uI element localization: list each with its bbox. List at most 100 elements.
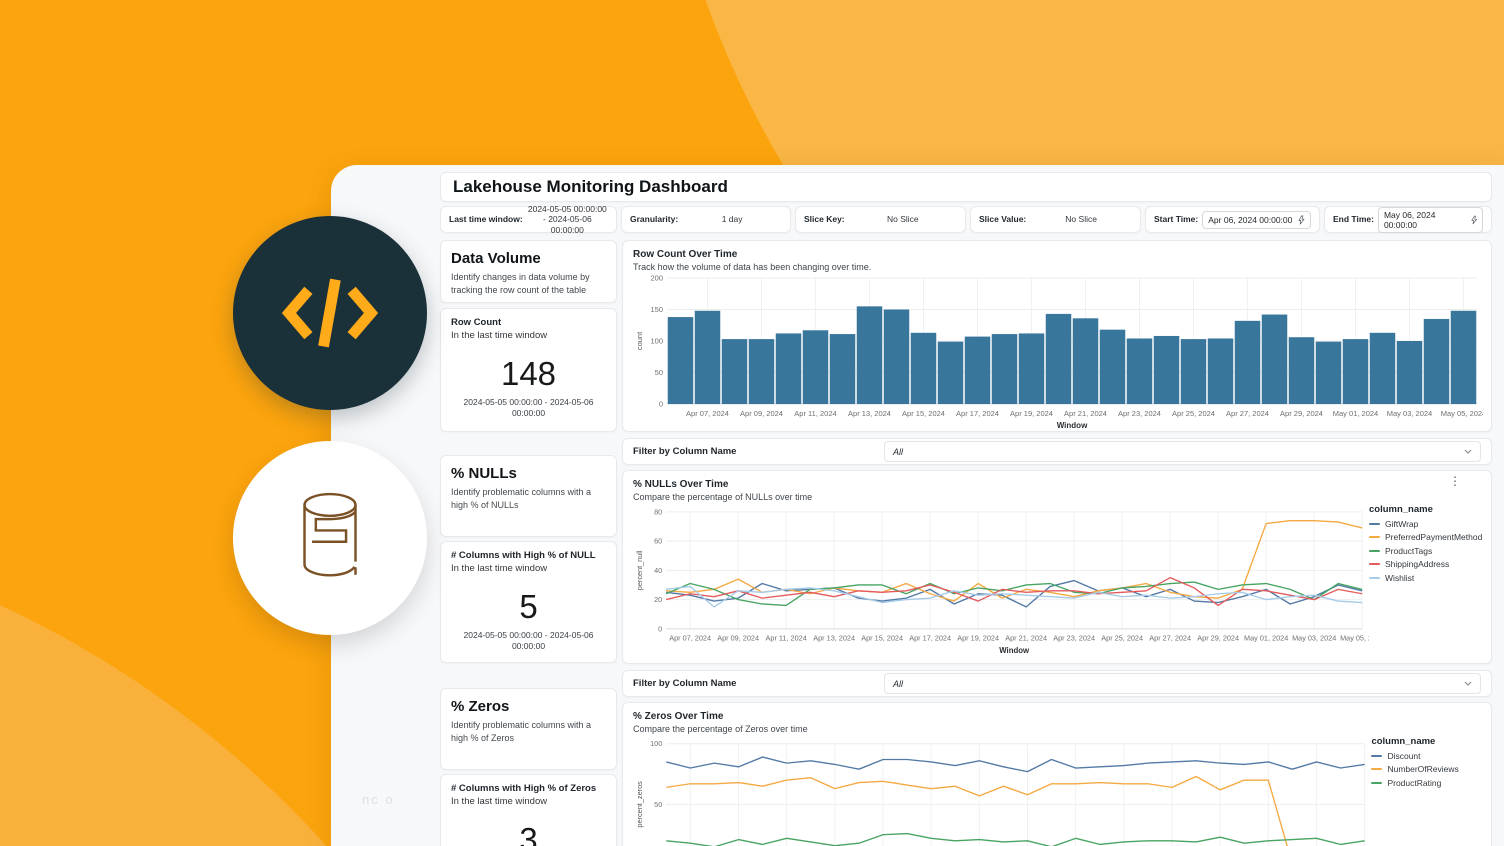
svg-text:50: 50 xyxy=(655,368,663,377)
stat-title: Row Count xyxy=(451,317,502,328)
filter-card-lasttimewindow: Last time window: 2024-05-05 00:00:00 - 2… xyxy=(440,203,617,235)
kebab-menu-icon[interactable]: ⋮ xyxy=(1449,474,1461,488)
svg-text:200: 200 xyxy=(650,274,663,283)
database-icon xyxy=(303,492,357,577)
column-filter-value: All xyxy=(893,678,904,689)
svg-text:May 01, 2024: May 01, 2024 xyxy=(1244,634,1288,643)
database-badge-circle xyxy=(233,441,427,635)
column-filter-row-nulls: Filter by Column Name All xyxy=(622,438,1492,465)
legend-title: column_name xyxy=(1369,504,1433,515)
stat-caption: 2024-05-05 00:00:00 - 2024-05-06 00:00:0… xyxy=(463,630,594,652)
legend-label: NumberOfReviews xyxy=(1387,764,1459,774)
filter-label: Last time window: xyxy=(449,214,523,225)
svg-text:20: 20 xyxy=(654,595,662,604)
svg-text:May 05, 2024: May 05, 2024 xyxy=(1340,634,1369,643)
stat-title: # Columns with High % of Zeros xyxy=(451,783,597,794)
filter-card-starttime: Start Time: Apr 06, 2024 00:00:00 xyxy=(1145,206,1320,233)
lightning-bolt-icon xyxy=(1298,215,1305,224)
sidebar-stat-card-3: # Columns with High % of Zeros In the las… xyxy=(440,774,617,846)
svg-text:Apr 11, 2024: Apr 11, 2024 xyxy=(794,409,836,418)
legend-swatch xyxy=(1371,754,1383,757)
chart-legend: column_name GiftWrap PreferredPaymentMetho… xyxy=(1369,502,1482,666)
svg-text:percent_zeros: percent_zeros xyxy=(635,781,644,828)
percent-zeros-chart-card: % Zeros Over Time Compare the percentage… xyxy=(622,702,1492,846)
filter-label: End Time: xyxy=(1333,214,1374,225)
svg-text:0: 0 xyxy=(658,624,662,633)
stat-subtitle: In the last time window xyxy=(451,796,548,807)
legend-item-giftwrap[interactable]: GiftWrap xyxy=(1369,519,1481,529)
page-title: Lakehouse Monitoring Dashboard xyxy=(453,177,728,196)
main-column: Row Count Over Time Track how the volume… xyxy=(622,240,1492,846)
legend-swatch xyxy=(1371,768,1383,770)
section-title: % Zeros xyxy=(451,698,510,715)
legend-title: column_name xyxy=(1371,736,1436,747)
filter-label: Slice Value: xyxy=(979,214,1027,225)
percent-nulls-line-chart: 0 20 40 60 80 Apr 07, 2024 Apr 09, 2024 Apr 11,… xyxy=(635,507,1369,655)
svg-text:Apr 17, 2024: Apr 17, 2024 xyxy=(909,634,951,643)
legend-item-preferredpaymentmethod[interactable]: PreferredPaymentMethod xyxy=(1369,532,1482,542)
filter-value: 2024-05-05 00:00:00 - 2024-05-06 00:00:0… xyxy=(527,203,607,235)
row-count-bar-chart: 0 50 100 150 200 Apr 07, 2024 Apr 09, 2024 Apr … xyxy=(635,274,1486,431)
sidebar: Data Volume Identify changes in data volu… xyxy=(440,240,617,846)
sidebar-section-header-2: % NULLs Identify problematic columns with… xyxy=(440,455,617,537)
svg-text:Apr 23, 2024: Apr 23, 2024 xyxy=(1053,634,1095,643)
svg-text:Apr 27, 2024: Apr 27, 2024 xyxy=(1226,409,1269,418)
code-badge-circle xyxy=(233,216,427,410)
chart-subtitle: Compare the percentage of NULLs over tim… xyxy=(633,492,813,502)
time-input-value: May 06, 2024 00:00:00 xyxy=(1383,209,1436,230)
svg-text:May 01, 2024: May 01, 2024 xyxy=(1333,409,1378,418)
sidebar-section-header-3: % Zeros Identify problematic columns with… xyxy=(440,688,617,770)
chart-subtitle: Track how the volume of data has been ch… xyxy=(633,262,872,272)
stat-value: 148 xyxy=(500,355,557,392)
chart-subtitle: Compare the percentage of Zeros over tim… xyxy=(633,724,808,734)
column-filter-select[interactable]: All xyxy=(884,441,1481,462)
svg-text:Window: Window xyxy=(999,646,1030,655)
svg-text:40: 40 xyxy=(654,566,662,575)
filter-label: Slice Key: xyxy=(804,214,845,225)
legend-label: ProductTags xyxy=(1385,545,1433,556)
svg-text:count: count xyxy=(635,331,644,350)
section-title: % NULLs xyxy=(451,465,517,482)
legend-item-producttags[interactable]: ProductTags xyxy=(1369,546,1481,556)
legend-swatch xyxy=(1371,781,1383,784)
svg-text:percent_null: percent_null xyxy=(635,550,644,590)
svg-text:50: 50 xyxy=(654,800,662,809)
column-filter-value: All xyxy=(893,446,904,457)
filter-value: No Slice xyxy=(886,214,919,225)
legend-item-numberofreviews[interactable]: NumberOfReviews xyxy=(1371,764,1481,774)
svg-text:May 03, 2024: May 03, 2024 xyxy=(1387,409,1432,418)
stat-value: 3 xyxy=(519,821,538,846)
svg-text:0: 0 xyxy=(659,400,663,409)
svg-text:Apr 15, 2024: Apr 15, 2024 xyxy=(861,634,903,643)
legend-item-discount[interactable]: Discount xyxy=(1371,751,1481,761)
svg-text:Apr 23, 2024: Apr 23, 2024 xyxy=(1118,409,1161,418)
svg-text:Apr 07, 2024: Apr 07, 2024 xyxy=(669,634,711,643)
filter-value: No Slice xyxy=(1065,214,1097,225)
column-filter-label: Filter by Column Name xyxy=(633,678,737,689)
svg-text:Apr 09, 2024: Apr 09, 2024 xyxy=(717,634,759,643)
faint-watermark-text: nc o xyxy=(362,792,395,807)
sidebar-stat-card-1: Row Count In the last time window 148 2024-… xyxy=(440,308,617,432)
svg-text:Apr 29, 2024: Apr 29, 2024 xyxy=(1197,634,1239,643)
time-input[interactable]: Apr 06, 2024 00:00:00 xyxy=(1202,210,1311,229)
column-filter-select[interactable]: All xyxy=(884,673,1481,694)
filter-card-granularity: Granularity: 1 day xyxy=(621,206,791,233)
legend-swatch xyxy=(1369,536,1380,538)
filter-label: Granularity: xyxy=(630,214,679,225)
legend-swatch xyxy=(1369,576,1380,579)
code-icon xyxy=(281,278,379,348)
legend-item-wishlist[interactable]: Wishlist xyxy=(1369,573,1481,583)
legend-label: Discount xyxy=(1387,750,1421,761)
filter-card-endtime: End Time: May 06, 2024 00:00:00 xyxy=(1324,206,1492,233)
svg-text:100: 100 xyxy=(650,739,662,748)
percent-nulls-chart-card: ⋮ % NULLs Over Time Compare the percenta… xyxy=(622,470,1492,664)
legend-item-shippingaddress[interactable]: ShippingAddress xyxy=(1369,559,1481,569)
sidebar-section-header-1: Data Volume Identify changes in data volu… xyxy=(440,240,617,303)
stat-subtitle: In the last time window xyxy=(451,563,548,574)
legend-swatch xyxy=(1369,563,1380,565)
svg-text:Apr 25, 2024: Apr 25, 2024 xyxy=(1101,634,1143,643)
svg-text:Apr 09, 2024: Apr 09, 2024 xyxy=(740,409,783,418)
time-input[interactable]: May 06, 2024 00:00:00 xyxy=(1377,206,1483,233)
legend-item-productrating[interactable]: ProductRating xyxy=(1371,778,1481,788)
